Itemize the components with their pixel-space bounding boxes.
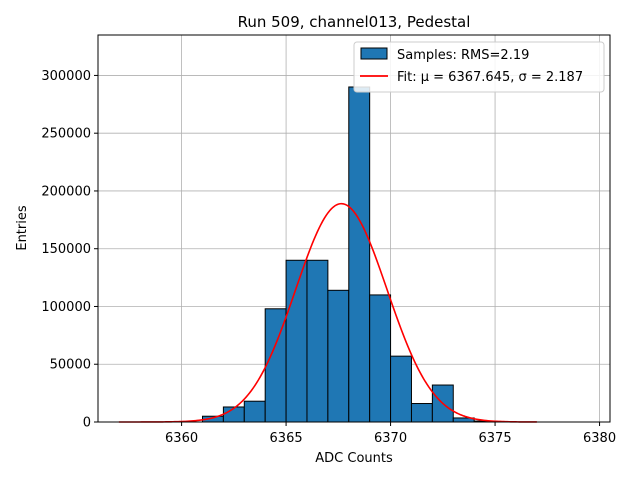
histogram-bar xyxy=(348,86,371,423)
x-tick-label: 6380 xyxy=(583,431,616,446)
y-tick-label: 250000 xyxy=(41,127,91,142)
y-axis-label: Entries xyxy=(15,205,30,251)
legend-swatch-samples xyxy=(360,47,388,60)
y-tick-label: 0 xyxy=(83,416,91,431)
legend-label-samples: Samples: RMS=2.19 xyxy=(397,48,529,63)
histogram-bar xyxy=(306,259,329,423)
histogram-bars xyxy=(201,86,496,423)
fit-curve xyxy=(118,202,537,423)
legend: Samples: RMS=2.19 Fit: μ = 6367.645, σ =… xyxy=(353,41,605,93)
y-tick-label: 150000 xyxy=(41,242,91,257)
legend-label-fit: Fit: μ = 6367.645, σ = 2.187 xyxy=(397,70,583,85)
x-tick-label: 6375 xyxy=(479,431,512,446)
chart-title: Run 509, channel013, Pedestal xyxy=(238,13,471,31)
histogram-bar xyxy=(285,259,308,423)
plot-frame xyxy=(97,34,611,423)
y-axis-ticks: 0 50000 100000 150000 200000 250000 300000 xyxy=(41,69,98,431)
x-tick-label: 6365 xyxy=(270,431,303,446)
histogram-bar xyxy=(390,355,412,423)
y-tick-label: 200000 xyxy=(41,184,91,199)
legend-box xyxy=(353,41,605,93)
y-tick-label: 300000 xyxy=(41,69,91,84)
x-tick-label: 6370 xyxy=(374,431,407,446)
histogram-bar xyxy=(243,400,266,423)
histogram-bar xyxy=(369,294,392,423)
histogram-bar xyxy=(410,403,433,423)
x-axis-ticks: 6360 6365 6370 6375 6380 xyxy=(165,422,616,446)
histogram-bar xyxy=(327,289,350,423)
y-tick-label: 50000 xyxy=(50,358,91,373)
x-tick-label: 6360 xyxy=(165,431,198,446)
y-tick-label: 100000 xyxy=(41,300,91,315)
x-axis-label: ADC Counts xyxy=(315,451,393,466)
